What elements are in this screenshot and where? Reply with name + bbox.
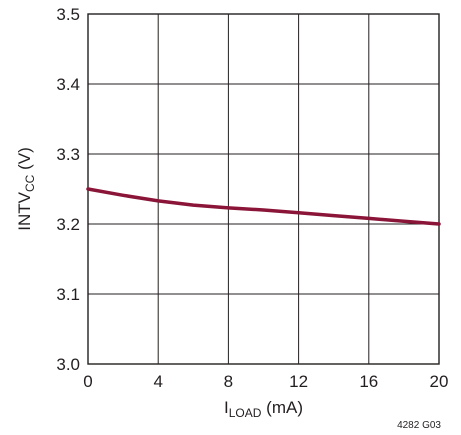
x-tick-labels: 0 4 8 12 16 20 (83, 372, 448, 391)
y-tick-label: 3.3 (56, 145, 80, 164)
y-tick-label: 3.2 (56, 215, 80, 234)
y-tick-labels: 3.0 3.1 3.2 3.3 3.4 3.5 (56, 5, 80, 374)
x-tick-label: 12 (289, 372, 308, 391)
y-tick-label: 3.1 (56, 285, 80, 304)
series-line (86, 187, 441, 226)
figure-id-label: 4282 G03 (397, 420, 441, 431)
y-axis-label: INTVCC (V) (15, 147, 37, 230)
y-tick-label: 3.5 (56, 5, 80, 24)
x-tick-label: 16 (359, 372, 378, 391)
x-tick-label: 0 (83, 372, 92, 391)
x-tick-label: 4 (153, 372, 162, 391)
plot-frame (87, 13, 440, 365)
grid-lines (87, 13, 440, 365)
x-tick-label: 8 (224, 372, 233, 391)
x-tick-label: 20 (430, 372, 449, 391)
y-tick-label: 3.0 (56, 355, 80, 374)
y-tick-label: 3.4 (56, 75, 80, 94)
x-axis-label: ILOAD (mA) (224, 398, 303, 420)
